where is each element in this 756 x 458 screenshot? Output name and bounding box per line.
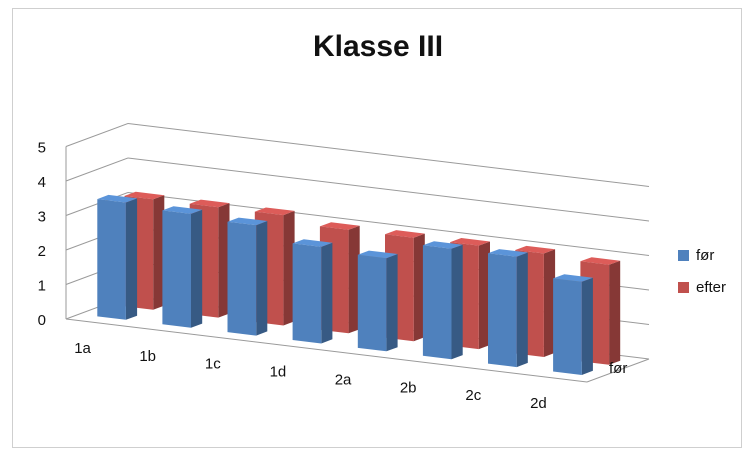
legend-label-for: før	[696, 246, 715, 264]
category-label: 1d	[270, 364, 287, 381]
bar-top-face	[292, 239, 333, 247]
bar-front-face	[357, 254, 387, 352]
bar-side-face	[348, 225, 360, 334]
legend-item-for: før	[678, 244, 726, 266]
bar-top-face	[254, 207, 295, 216]
axis-ticks: 0 1 2 3 4 5	[38, 140, 46, 330]
category-axis-line	[65, 318, 588, 383]
bar-top-face	[319, 222, 360, 230]
legend-label-efter: efter	[696, 278, 727, 296]
bar-front-face	[292, 243, 322, 344]
bar-side-face	[543, 249, 556, 357]
bar-side-face	[386, 254, 398, 352]
category-label: 2d	[530, 395, 547, 412]
bar-side-face	[125, 198, 138, 320]
bar-for-2d	[553, 274, 593, 375]
y-tick-label: 0	[38, 312, 46, 329]
bar-top-face	[385, 230, 425, 238]
category-label: 2a	[335, 371, 352, 388]
side-gridline	[65, 123, 129, 147]
bar-top-face	[515, 245, 556, 254]
legend-swatch-efter	[678, 281, 689, 293]
bar-front-face	[422, 245, 452, 360]
bars	[97, 191, 621, 375]
gridline	[127, 123, 650, 187]
bar-front-face	[553, 278, 582, 375]
bar-side-face	[516, 252, 528, 368]
bar-top-face	[553, 274, 593, 282]
bar-side-face	[478, 241, 490, 350]
bar-side-face	[451, 244, 463, 360]
category-label: 1a	[74, 340, 91, 357]
bar-for-1b	[162, 206, 203, 328]
bar-front-face	[97, 199, 126, 320]
bar-for-1a	[97, 194, 138, 320]
bar-for-1d	[292, 239, 333, 344]
bar-top-face	[189, 199, 230, 208]
side-gridline	[65, 157, 129, 182]
chart-title: Klasse III	[312, 30, 444, 63]
bar-front-face	[488, 253, 517, 368]
bar-top-face	[422, 241, 463, 249]
bar-top-face	[124, 191, 165, 200]
bar-side-face	[153, 195, 165, 310]
bar-side-face	[413, 233, 425, 342]
bar-front-face	[227, 221, 257, 336]
bar-for-2b	[422, 241, 463, 360]
legend-swatch-for	[678, 249, 689, 261]
y-tick-label: 5	[38, 140, 46, 157]
bar-side-face	[218, 203, 230, 318]
category-label: 2c	[465, 387, 481, 404]
y-tick-label: 1	[38, 278, 46, 295]
bar-side-face	[256, 221, 268, 336]
bar-top-face	[97, 194, 138, 203]
bar-side-face	[321, 242, 333, 344]
bar-side-face	[581, 277, 593, 375]
legend: før efter	[678, 244, 726, 308]
bar-side-face	[283, 210, 295, 326]
category-labels: 1a 1b 1c 1d 2a 2b 2c 2d	[74, 340, 547, 412]
bar-for-1c	[227, 217, 268, 336]
gridline	[127, 157, 650, 222]
bar-top-face	[450, 238, 490, 246]
depth-axis-line	[586, 358, 650, 383]
bar-top-face	[488, 249, 528, 257]
category-label: 1c	[205, 356, 221, 373]
bar-for-2a	[357, 250, 398, 352]
y-tick-label: 4	[38, 174, 46, 191]
y-tick-label: 2	[38, 243, 46, 260]
bar-side-face	[609, 260, 621, 365]
y-tick-label: 3	[38, 209, 46, 226]
bar-top-face	[357, 250, 398, 259]
bar-top-face	[227, 217, 268, 226]
bar-front-face	[162, 210, 191, 328]
bar-top-face	[162, 206, 203, 214]
category-label: 1b	[139, 348, 156, 365]
bar-for-2c	[488, 249, 528, 368]
bar-top-face	[580, 257, 621, 265]
category-label: 2b	[400, 379, 417, 396]
legend-item-efter: efter	[678, 276, 726, 298]
bar-side-face	[191, 209, 203, 328]
depth-axis-label: før	[609, 360, 627, 377]
